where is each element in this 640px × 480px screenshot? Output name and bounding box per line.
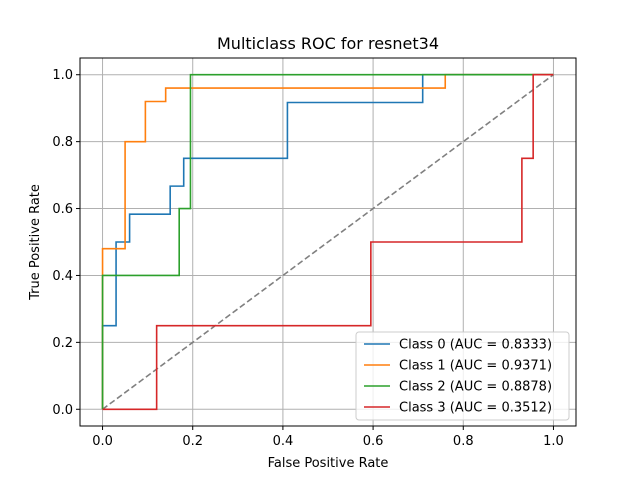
y-tick-label: 1.0: [52, 68, 73, 83]
chance-diagonal: [102, 74, 554, 410]
y-tick-label: 0.6: [52, 202, 73, 217]
axis-ticks: 0.0 0.2 0.4 0.6 0.8 1.0 0.0 0.2 0.4 0.6 0.8 1.0: [52, 68, 563, 449]
legend-entry: Class 2 (AUC = 0.8878): [399, 380, 552, 395]
legend-box: [355, 331, 570, 421]
x-tick-label: 1.0: [543, 434, 564, 449]
chart-title: Multiclass ROC for resnet34: [217, 34, 439, 53]
legend-entry: Class 0 (AUC = 0.8333): [399, 338, 552, 353]
x-tick-label: 0.4: [273, 434, 294, 449]
roc-curve-class-2: [101, 73, 554, 410]
y-tick-label: 0.0: [52, 403, 73, 418]
x-tick-label: 0.2: [182, 434, 203, 449]
roc-curve-class-1: [101, 73, 554, 410]
x-tick-label: 0.8: [453, 434, 474, 449]
roc-curve-class-0: [101, 73, 554, 410]
y-tick-label: 0.2: [52, 336, 73, 351]
series-lines: [101, 73, 554, 411]
x-tick-label: 0.0: [92, 434, 113, 449]
legend-entry: Class 3 (AUC = 0.3512): [399, 401, 552, 416]
roc-curve-class-3: [102, 73, 554, 411]
legend-entry: Class 1 (AUC = 0.9371): [399, 359, 552, 374]
y-tick-label: 0.4: [52, 269, 73, 284]
chance-diagonal-line: [102, 74, 554, 410]
plot-frame: [79, 57, 577, 427]
x-axis-label: False Positive Rate: [268, 456, 389, 471]
y-tick-label: 0.8: [52, 135, 73, 150]
y-axis-label: True Positive Rate: [28, 184, 43, 301]
x-tick-label: 0.6: [363, 434, 384, 449]
legend: Class 0 (AUC = 0.8333) Class 1 (AUC = 0.9…: [355, 331, 570, 421]
